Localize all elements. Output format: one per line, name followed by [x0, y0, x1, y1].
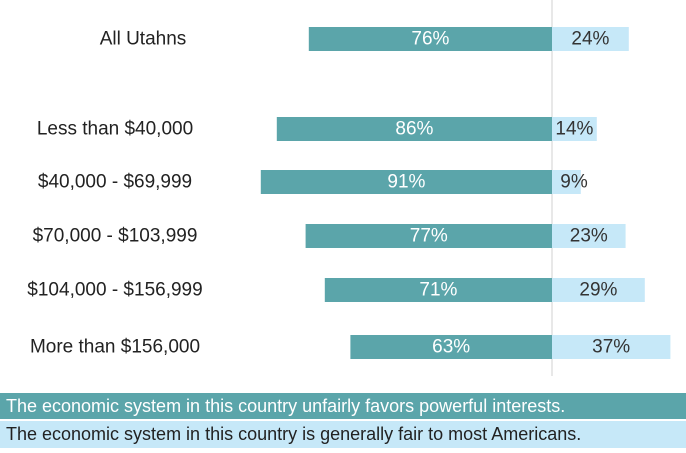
category-label: All Utahns [100, 29, 187, 50]
legend-label: The economic system in this country unfa… [6, 396, 565, 416]
value-label: 23% [570, 226, 608, 247]
value-label: 77% [410, 226, 448, 247]
value-label: 86% [395, 119, 433, 140]
legend-swatch [0, 421, 686, 448]
value-label: 9% [560, 172, 588, 193]
bar-left [276, 117, 552, 141]
category-label: Less than $40,000 [37, 119, 193, 140]
bar-left [305, 224, 552, 248]
value-label: 76% [411, 29, 449, 50]
bar-right [552, 335, 671, 359]
category-label: $70,000 - $103,999 [33, 226, 198, 247]
bar-left [308, 27, 552, 51]
legend-label: The economic system in this country is g… [6, 424, 581, 444]
bar-left [324, 278, 552, 302]
value-label: 24% [571, 29, 609, 50]
value-label: 91% [387, 172, 425, 193]
value-label: 14% [555, 119, 593, 140]
value-label: 29% [579, 280, 617, 301]
value-label: 71% [419, 280, 457, 301]
category-label: $40,000 - $69,999 [38, 172, 192, 193]
category-label: More than $156,000 [30, 337, 200, 358]
value-label: 63% [432, 337, 470, 358]
bar-left [350, 335, 552, 359]
bar-left [260, 170, 552, 194]
legend-swatch [0, 393, 686, 419]
value-label: 37% [592, 337, 630, 358]
bar-right [552, 27, 629, 51]
bar-right [552, 170, 581, 194]
bar-right [552, 224, 626, 248]
bar-right [552, 117, 597, 141]
bar-right [552, 278, 645, 302]
category-label: $104,000 - $156,999 [27, 280, 202, 301]
